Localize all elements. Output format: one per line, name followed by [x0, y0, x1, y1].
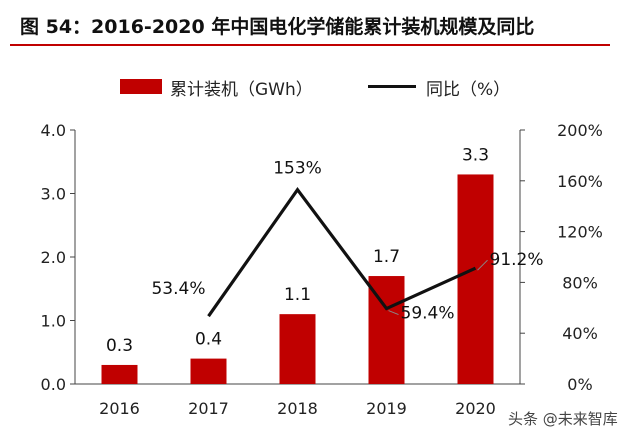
right-tick-label: 0% — [567, 375, 592, 394]
right-tick-label: 40% — [562, 324, 598, 343]
bar-value-label: 1.7 — [373, 247, 400, 267]
title-rule — [10, 44, 610, 46]
x-tick-label: 2018 — [277, 399, 318, 418]
x-tick-label: 2020 — [455, 399, 496, 418]
bar — [457, 174, 494, 384]
x-tick-label: 2019 — [366, 399, 407, 418]
chart-title: 图 54：2016-2020 年中国电化学储能累计装机规模及同比 — [20, 16, 535, 38]
line-label-leader — [477, 259, 488, 271]
left-tick-label: 2.0 — [41, 248, 66, 267]
line-value-label: 59.4% — [401, 304, 455, 324]
bar — [279, 314, 316, 384]
bar-value-label: 1.1 — [284, 285, 311, 305]
watermark: 头条 @未来智库 — [508, 410, 618, 428]
bar-value-label: 0.3 — [106, 336, 133, 356]
yoy-line — [207, 186, 477, 318]
left-tick-label: 4.0 — [41, 121, 66, 140]
right-tick-label: 80% — [562, 273, 598, 292]
legend-bar-label: 累计装机（GWh） — [170, 80, 313, 100]
left-tick-label: 0.0 — [41, 375, 66, 394]
bar — [190, 358, 227, 384]
right-tick-label: 160% — [557, 172, 603, 191]
bar-value-label: 0.4 — [195, 330, 222, 350]
right-tick-label: 120% — [557, 223, 603, 242]
left-tick-label: 3.0 — [41, 185, 66, 204]
legend-line-label: 同比（%） — [426, 80, 511, 100]
right-tick-label: 200% — [557, 121, 603, 140]
legend-line-swatch — [368, 85, 416, 88]
bar-value-label: 3.3 — [462, 145, 489, 165]
line-value-label: 91.2% — [490, 250, 544, 270]
x-tick-label: 2017 — [188, 399, 229, 418]
bar — [101, 364, 138, 384]
line-label-leader — [388, 310, 399, 316]
left-tick-label: 1.0 — [41, 312, 66, 331]
legend-bar-swatch — [120, 79, 162, 94]
line-value-label: 53.4% — [151, 279, 205, 299]
x-tick-label: 2016 — [99, 399, 140, 418]
line-value-label: 153% — [273, 159, 322, 179]
